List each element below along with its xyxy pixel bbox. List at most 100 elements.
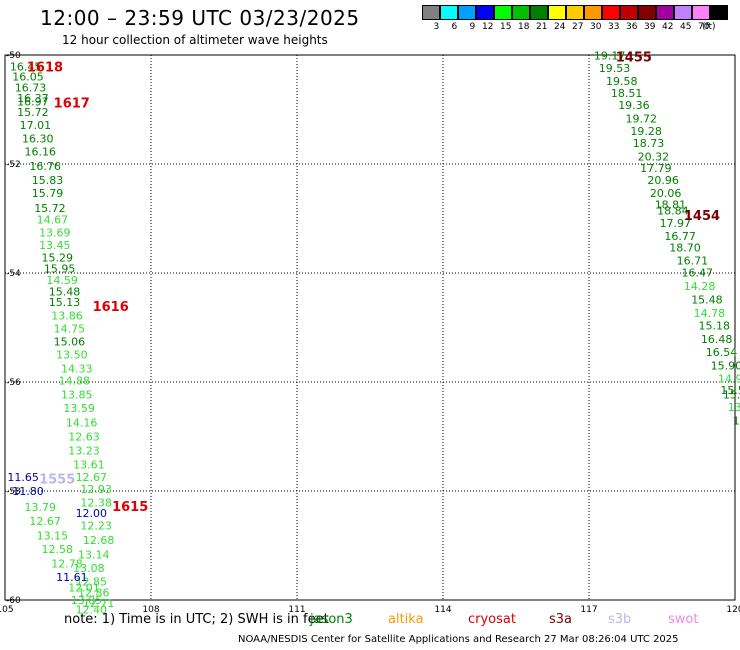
color-swatch-label: 70 xyxy=(698,22,710,32)
lon-tick-label: 108 xyxy=(142,605,159,615)
color-swatch xyxy=(638,5,656,20)
lon-tick-label: 117 xyxy=(580,605,597,615)
satellite-legend-item: altika xyxy=(388,612,424,627)
wave-height-value: 15.48 xyxy=(691,294,723,307)
wave-height-value: 11.65 xyxy=(7,471,39,484)
wave-height-value: 15.95 xyxy=(44,262,76,275)
color-swatch xyxy=(674,5,692,20)
pass-label: 1454 xyxy=(684,209,720,224)
color-swatch-label: 21 xyxy=(536,22,548,32)
color-swatch xyxy=(656,5,674,20)
wave-height-value: 14.28 xyxy=(684,280,716,293)
wave-height-value: 13.69 xyxy=(39,226,71,239)
wave-height-value: 15.83 xyxy=(32,174,64,187)
wave-height-value: 12.67 xyxy=(76,471,108,484)
color-swatch xyxy=(692,5,710,20)
wave-height-value: 15.06 xyxy=(54,335,86,348)
wave-height-value: 20.96 xyxy=(647,174,679,187)
wave-height-value: 14.16 xyxy=(66,417,98,430)
wave-height-value: 14.88 xyxy=(59,375,91,388)
wave-height-value: 12.85 xyxy=(76,575,108,588)
wave-height-value: 13.45 xyxy=(39,239,71,252)
wave-height-value: 17.97 xyxy=(660,217,692,230)
wave-height-value: 15.72 xyxy=(34,202,65,215)
wave-height-value: 14.59 xyxy=(46,274,78,287)
wave-height-value: 12.01 xyxy=(68,581,100,594)
wave-height-value: 13.05 xyxy=(71,594,103,607)
wave-height-value: 17.01 xyxy=(20,119,51,132)
wave-height-value: 15 xyxy=(733,415,740,428)
wave-height-value: 12.38 xyxy=(80,496,112,509)
wave-height-value: 14.78 xyxy=(694,307,726,320)
pass-label: 1555 xyxy=(39,472,75,487)
color-swatch xyxy=(602,5,620,20)
lat-tick-label: -54 xyxy=(6,269,21,279)
satellite-legend-item: swot xyxy=(668,612,699,627)
wave-height-value: 13.61 xyxy=(73,459,105,472)
color-swatch-label: 27 xyxy=(572,22,584,32)
wave-height-value: 16.16 xyxy=(24,145,56,158)
color-swatch xyxy=(620,5,638,20)
wave-height-value: 16.37 xyxy=(17,92,48,105)
color-swatch-label: 45 xyxy=(680,22,692,32)
lon-tick-label: 105 xyxy=(0,605,14,615)
wave-height-value: 19.17 xyxy=(594,49,626,62)
map-frame xyxy=(4,54,736,601)
wave-height-value: 12.58 xyxy=(42,543,74,556)
wave-height-value: 13.15 xyxy=(37,530,68,543)
satellite-legend-item: cryosat xyxy=(468,612,516,627)
wave-height-value: 12.93 xyxy=(80,483,112,496)
wave-height-value: 15.29 xyxy=(42,252,74,265)
wave-height-value: 12.78 xyxy=(51,557,83,570)
wave-height-value: 14.75 xyxy=(54,322,86,335)
wave-height-value: 20.32 xyxy=(638,151,670,164)
lat-tick-label: -60 xyxy=(6,596,21,606)
wave-height-value: 16.76 xyxy=(29,160,61,173)
wave-height-value: 14.67 xyxy=(37,213,68,226)
color-swatch-label: 39 xyxy=(644,22,656,32)
pass-label: 1616 xyxy=(93,300,129,315)
color-swatch-label: 3 xyxy=(433,22,440,32)
wave-height-value: 13.79 xyxy=(24,501,56,514)
wave-height-value: 12.68 xyxy=(83,534,115,547)
wave-height-value: 15.13 xyxy=(49,296,81,309)
pass-label: 1615 xyxy=(112,500,148,515)
pass-label: 1617 xyxy=(54,96,90,111)
wave-height-value: 13.86 xyxy=(51,309,83,322)
color-swatch xyxy=(494,5,512,20)
footnote: note: 1) Time is in UTC; 2) SWH is in fe… xyxy=(64,612,329,627)
color-swatch xyxy=(512,5,530,20)
wave-height-value: 13.85 xyxy=(61,388,93,401)
chart-title: 12:00 – 23:59 UTC 03/23/2025 xyxy=(40,6,360,30)
wave-height-value: 18.84 xyxy=(657,205,689,218)
map-gridlines xyxy=(5,55,735,600)
wave-height-value: 19.36 xyxy=(618,99,650,112)
lon-tick-label: 114 xyxy=(434,605,451,615)
wave-height-value: 15.48 xyxy=(49,285,81,298)
wave-height-value: 19.28 xyxy=(630,125,662,138)
wave-height-value: 12.71 xyxy=(83,597,115,610)
wave-height-value: 11.80 xyxy=(12,485,44,498)
wave-height-value: 11.61 xyxy=(56,571,88,584)
color-swatch-label: 36 xyxy=(626,22,638,32)
wave-height-value: 19.72 xyxy=(626,113,658,126)
wave-height-value: 13. xyxy=(728,401,740,414)
lat-tick-label: -56 xyxy=(6,378,21,388)
color-swatch-label: 33 xyxy=(608,22,620,32)
wave-height-value: 20.06 xyxy=(650,187,682,200)
axis-tick-labels: 105 108 111 114 117 120 -50 -52 -54 -56 -58 -60 xyxy=(0,51,740,615)
color-swatch-label: 12 xyxy=(482,22,494,32)
wave-height-value: 15.72 xyxy=(17,106,48,119)
color-swatch-label: 42 xyxy=(662,22,674,32)
color-swatch-label: 24 xyxy=(554,22,566,32)
wave-height-value: 16.45 xyxy=(10,60,42,73)
wave-height-value: 15.90 xyxy=(711,359,740,372)
color-swatch xyxy=(440,5,458,20)
wave-height-value: 18.70 xyxy=(669,242,701,255)
wave-height-value: 16.54 xyxy=(706,346,738,359)
wave-height-value: 14.33 xyxy=(61,363,93,376)
wave-height-value: 12.86 xyxy=(78,587,110,600)
wave-height-value: 13.14 xyxy=(78,549,110,562)
wave-height-value: 12.23 xyxy=(80,520,112,533)
